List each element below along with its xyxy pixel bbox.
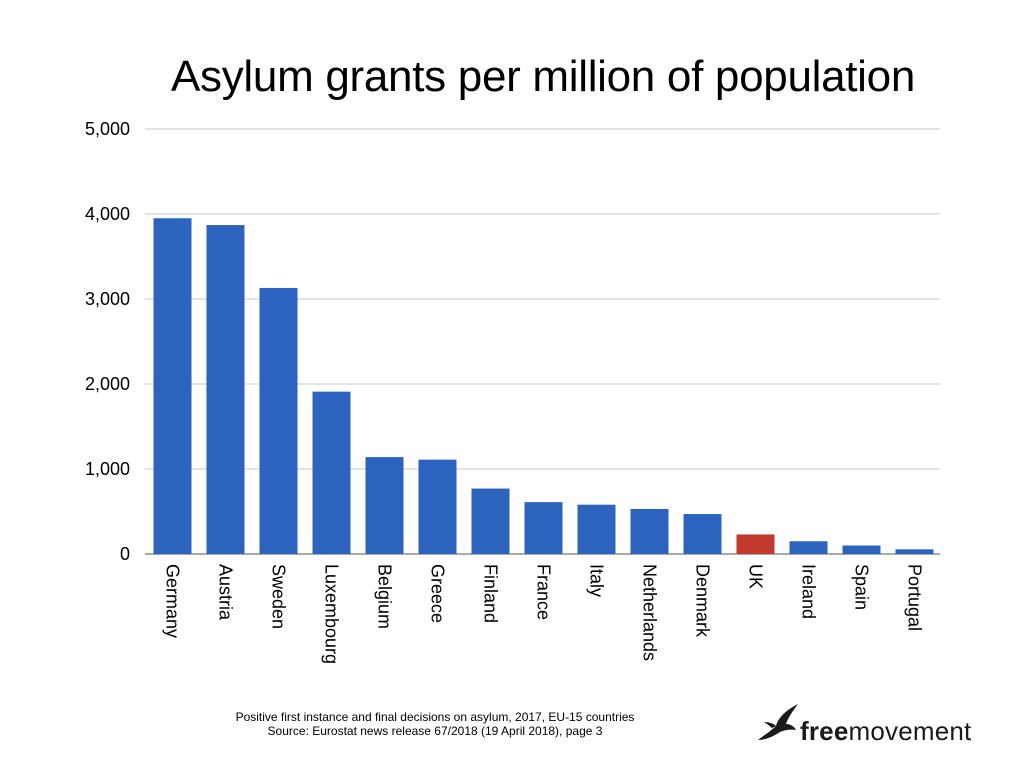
bar-portugal [895, 549, 934, 554]
y-axis-ticks: 0 1,000 2,000 3,000 4,000 5,000 [85, 119, 130, 564]
x-axis-labels: Germany Austria Sweden Luxembourg Belgium Gre… [163, 564, 925, 664]
x-tick-label: Italy [587, 564, 607, 597]
y-tick-label: 2,000 [85, 374, 130, 394]
bar-spain [842, 545, 881, 554]
y-tick-label: 4,000 [85, 204, 130, 224]
y-tick-label: 1,000 [85, 459, 130, 479]
bar-germany [153, 218, 192, 554]
bar-sweden [259, 287, 298, 554]
x-tick-label: Greece [428, 564, 448, 623]
bar-finland [471, 488, 510, 554]
footnote-line-2: Source: Eurostat news release 67/2018 (1… [267, 724, 603, 738]
y-tick-label: 5,000 [85, 119, 130, 139]
bar-luxembourg [312, 391, 351, 554]
x-tick-label: Spain [852, 564, 872, 610]
bar-chart: 0 1,000 2,000 3,000 4,000 5,000 Germany Austri… [85, 119, 940, 664]
bar-greece [418, 459, 457, 554]
footnote-line-1: Positive first instance and final decisi… [235, 710, 635, 724]
x-tick-label: Germany [163, 564, 183, 638]
logo-wordmark: freemovement [800, 716, 971, 747]
x-tick-label: Sweden [269, 564, 289, 629]
bar-netherlands [630, 508, 669, 554]
y-tick-label: 0 [120, 544, 130, 564]
logo-wordmark-bold: free [800, 716, 849, 746]
logo-wordmark-regular: movement [848, 716, 972, 746]
y-tick-label: 3,000 [85, 289, 130, 309]
footnote: Positive first instance and final decisi… [180, 710, 690, 738]
bar-denmark [683, 514, 722, 554]
x-tick-label: France [534, 564, 554, 620]
bar-uk [736, 534, 775, 554]
bars [153, 218, 934, 555]
bird-icon [758, 704, 798, 740]
bar-austria [206, 225, 245, 555]
freemovement-logo: freemovement [752, 700, 982, 748]
bar-ireland [789, 541, 828, 554]
bar-belgium [365, 457, 404, 554]
x-tick-label: Austria [216, 564, 236, 621]
bar-france [524, 502, 563, 554]
x-tick-label: Belgium [375, 564, 395, 629]
bar-italy [577, 504, 616, 554]
x-tick-label: Finland [481, 564, 501, 623]
chart-title: Asylum grants per million of population [170, 52, 915, 101]
x-tick-label: Denmark [693, 564, 713, 638]
x-tick-label: Ireland [799, 564, 819, 619]
x-tick-label: Netherlands [640, 564, 660, 661]
x-tick-label: Portugal [905, 564, 925, 631]
x-tick-label: UK [746, 564, 766, 589]
x-tick-label: Luxembourg [322, 564, 342, 664]
